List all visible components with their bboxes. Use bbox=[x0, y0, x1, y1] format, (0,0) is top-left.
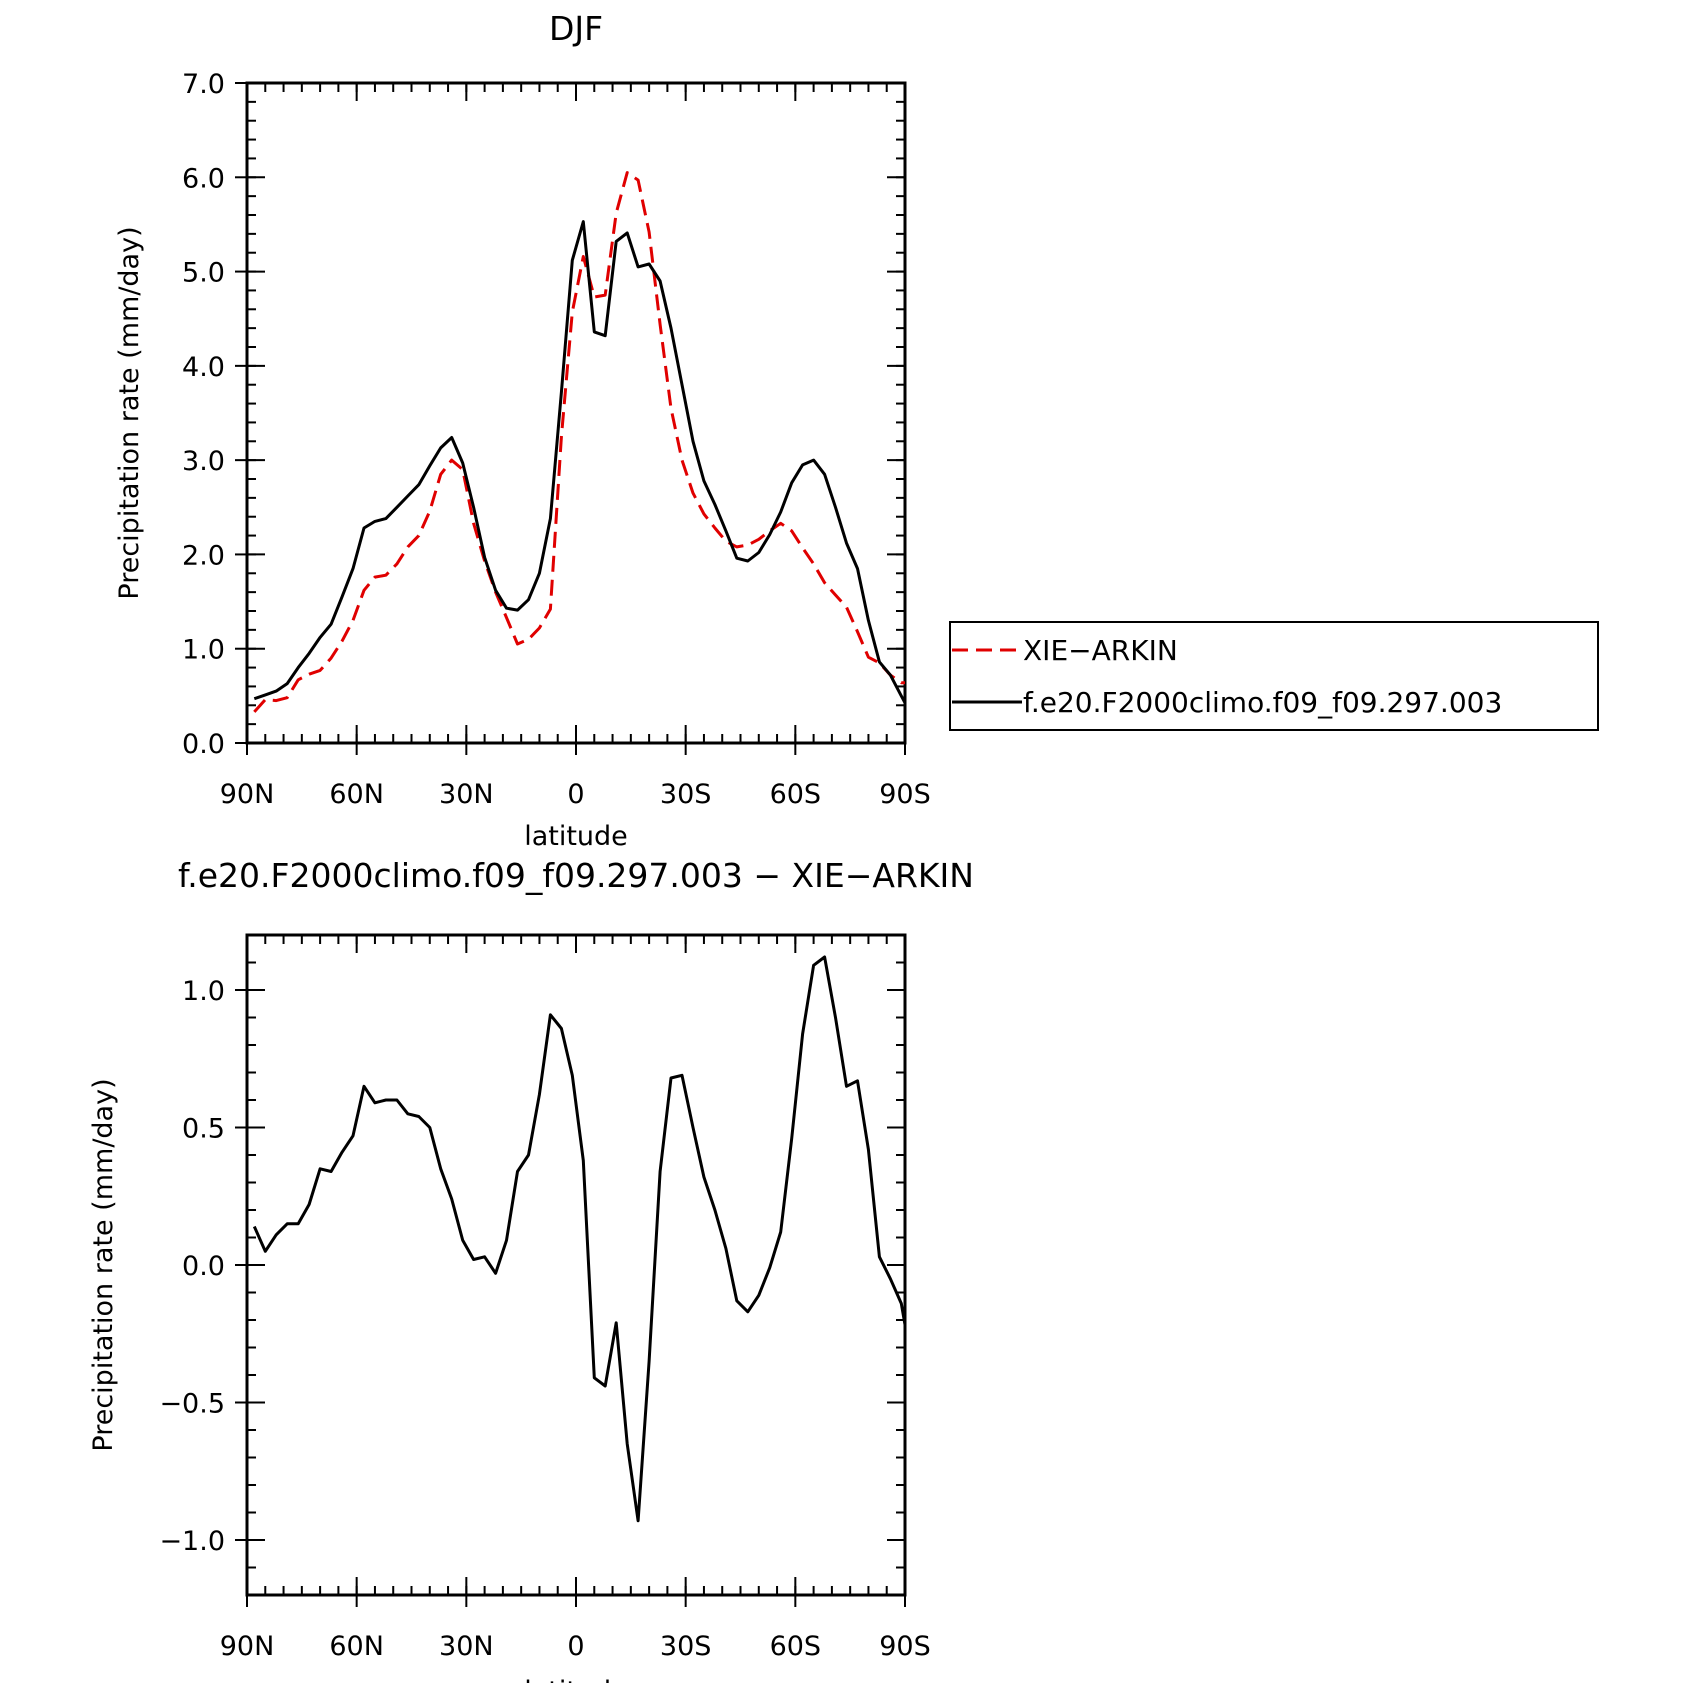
series-line-1 bbox=[253, 220, 905, 707]
y-tick-label: 2.0 bbox=[182, 540, 225, 571]
legend: XIE−ARKIN f.e20.F2000climo.f09_f09.297.00… bbox=[949, 621, 1599, 731]
y-tick-label: 6.0 bbox=[182, 163, 225, 194]
x-tick-label: 60S bbox=[770, 779, 822, 810]
x-tick-label: 90N bbox=[220, 1631, 275, 1662]
x-axis-label: latitude bbox=[524, 1676, 628, 1683]
y-tick-label: 0.0 bbox=[182, 1251, 225, 1282]
x-tick-label: 90S bbox=[879, 1631, 931, 1662]
x-tick-label: 30S bbox=[660, 779, 712, 810]
legend-label-0: XIE−ARKIN bbox=[1023, 634, 1178, 667]
legend-box bbox=[949, 621, 1599, 731]
y-tick-label: 0.5 bbox=[182, 1114, 225, 1145]
x-tick-label: 0 bbox=[567, 779, 584, 810]
x-tick-label: 60N bbox=[329, 779, 384, 810]
y-tick-label: 1.0 bbox=[182, 976, 225, 1007]
major-ticks bbox=[235, 935, 906, 1607]
x-tick-label: 90N bbox=[220, 779, 275, 810]
series-group bbox=[253, 171, 905, 713]
legend-label-1: f.e20.F2000climo.f09_f09.297.003 bbox=[1023, 686, 1502, 719]
y-tick-label: 3.0 bbox=[182, 446, 225, 477]
y-tick-label: −1.0 bbox=[159, 1526, 225, 1557]
x-tick-label: 60S bbox=[770, 1631, 822, 1662]
y-axis-label: Precipitation rate (mm/day) bbox=[88, 1078, 119, 1451]
plot-frame bbox=[245, 933, 907, 1597]
y-tick-label: 5.0 bbox=[182, 258, 225, 289]
djf-precip-plot: 90N 60N 30N 0 30S 60S 90S 0.0 1.0 2.0 3.0 4.0 5.0 6.0… bbox=[114, 9, 1599, 852]
plot-title: DJF bbox=[549, 9, 603, 48]
x-tick-label: 30N bbox=[439, 1631, 494, 1662]
minor-ticks bbox=[246, 82, 906, 744]
difference-precip-plot: 90N 60N 30N 0 30S 60S 90S −1.0 −0.5 0.0 0.5 1.0 f.e2… bbox=[88, 856, 974, 1683]
plot-title: f.e20.F2000climo.f09_f09.297.003 − XIE−A… bbox=[178, 856, 974, 895]
y-tick-label: 1.0 bbox=[182, 635, 225, 666]
plot-frame bbox=[245, 81, 907, 745]
major-ticks bbox=[235, 82, 906, 755]
series-group bbox=[252, 955, 905, 1523]
minor-ticks bbox=[246, 934, 906, 1596]
series-line-0 bbox=[253, 171, 905, 713]
x-tick-label: 30N bbox=[439, 779, 494, 810]
x-tick-label: 60N bbox=[329, 1631, 384, 1662]
y-tick-label: 7.0 bbox=[182, 69, 225, 100]
y-tick-label: 4.0 bbox=[182, 352, 225, 383]
y-tick-label: 0.0 bbox=[182, 729, 225, 760]
y-axis-label: Precipitation rate (mm/day) bbox=[114, 226, 145, 599]
series-line-0 bbox=[252, 955, 905, 1523]
x-axis-label: latitude bbox=[524, 821, 628, 852]
x-tick-label: 90S bbox=[879, 779, 931, 810]
x-tick-label: 0 bbox=[567, 1631, 584, 1662]
y-tick-label: −0.5 bbox=[159, 1389, 225, 1420]
x-tick-label: 30S bbox=[660, 1631, 712, 1662]
